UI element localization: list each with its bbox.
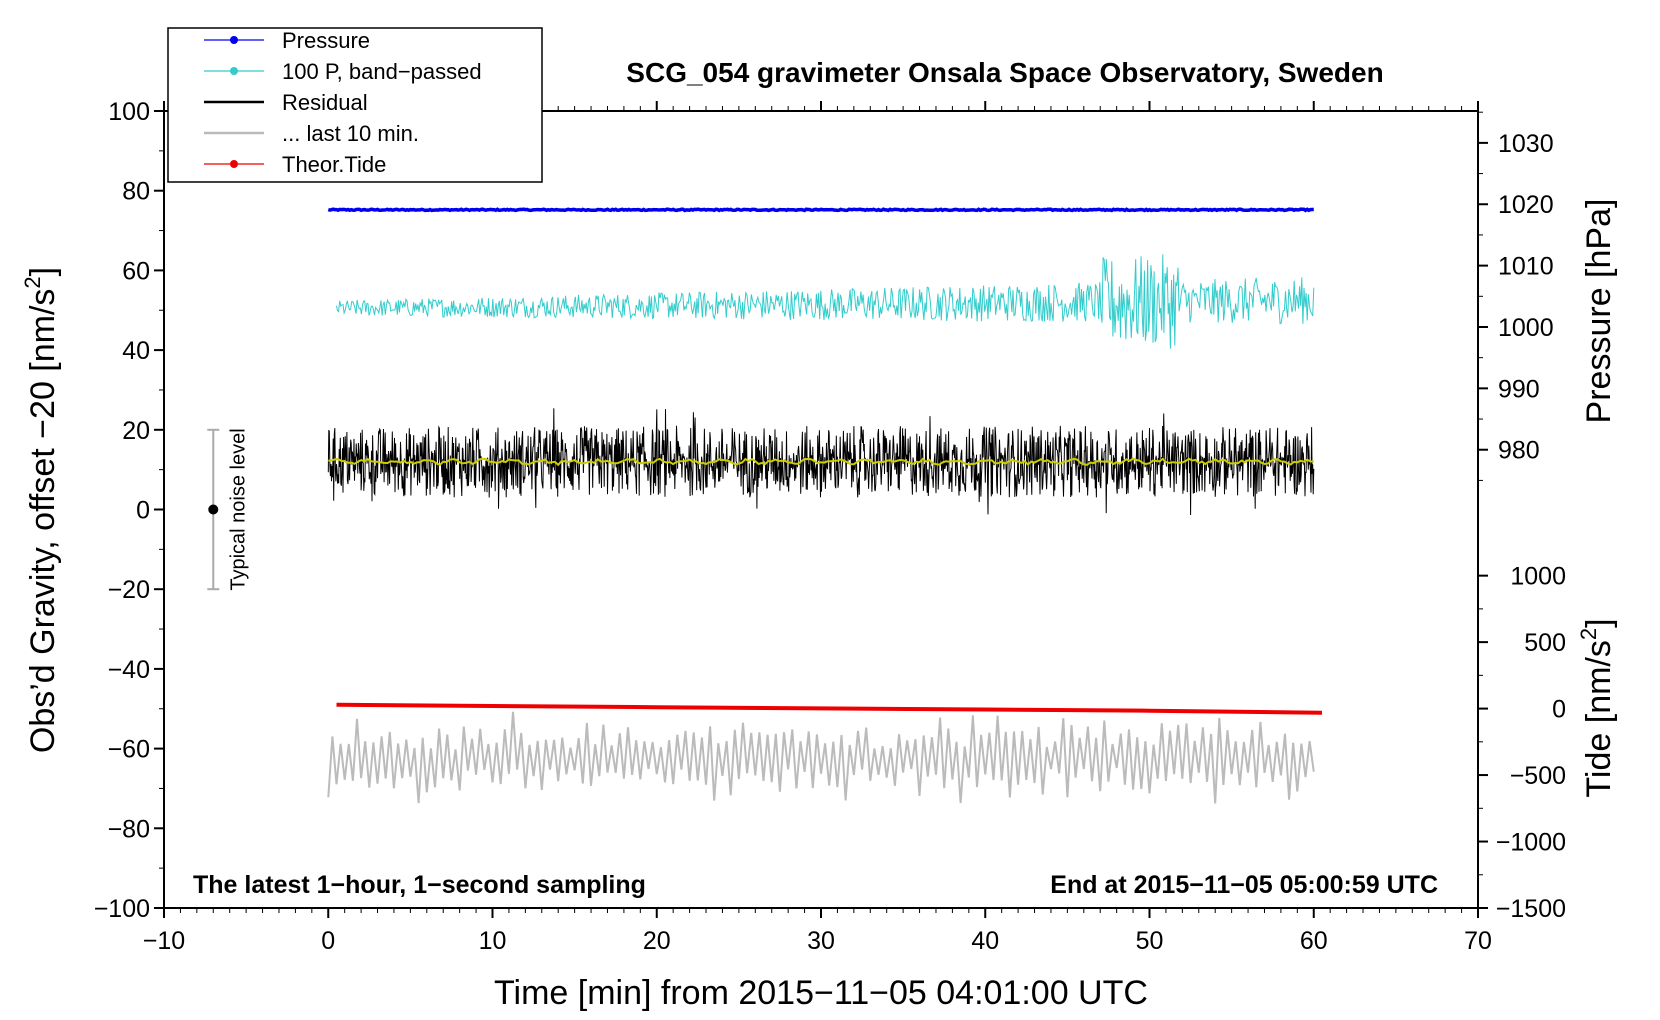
chart-title: SCG_054 gravimeter Onsala Space Observat… [626,57,1383,88]
series-last-10-min-line [327,711,1315,804]
tide-tick-label: −1000 [1496,829,1566,857]
x-axis-label: Time [min] from 2015−11−05 04:01:00 UTC [494,974,1148,1012]
pressure-axis-label: Pressure [hPa] [1580,199,1618,424]
x-axis-ticks: −10 0 10 20 30 40 50 60 70 [143,101,1492,955]
x-tick-label: −10 [143,927,185,955]
series-layer [327,207,1323,804]
legend-items: Pressure 100 P, band−passed Residual ... la… [204,28,482,177]
legend-marker-0 [230,36,238,44]
annotation-left: The latest 1−hour, 1−second sampling [193,871,646,899]
legend-label-3: ... last 10 min. [282,121,419,146]
y-tick-label: −80 [108,815,150,843]
legend-label-0: Pressure [282,28,370,53]
pressure-tick-label: 1010 [1498,253,1554,281]
y-axis-label: Obs’d Gravity, offset −20 [nm/s2] [20,267,62,753]
y-tick-label: 80 [122,178,150,206]
noise-bar-dot [208,504,219,515]
x-tick-label: 10 [479,927,507,955]
pressure-tick-label: 1020 [1498,191,1554,219]
y-axis-ticks: −100 −80 −60 −40 −20 0 20 40 60 80 100 [94,98,164,923]
y-tick-label: −60 [108,736,150,764]
y-tick-label: 40 [122,337,150,365]
x-tick-label: 50 [1136,927,1164,955]
tide-axis-label: Tide [nm/s2] [1576,618,1618,797]
y-axis-label-main: Obs’d Gravity, offset −20 [nm/s [24,289,62,754]
y-axis-label-end: ] [24,267,62,276]
tide-tick-label: −500 [1510,762,1566,790]
y-tick-label: 60 [122,257,150,285]
pressure-tick-label: 1000 [1498,314,1554,342]
legend-label-1: 100 P, band−passed [282,59,482,84]
x-tick-label: 70 [1464,927,1492,955]
pressure-axis-ticks: 980 990 1000 1010 1020 1030 [1478,111,1554,481]
tide-axis-label-sup: 2 [1576,628,1601,640]
pressure-tick-label: 990 [1498,375,1540,403]
x-tick-label: 60 [1300,927,1328,955]
tide-tick-label: −1500 [1496,895,1566,923]
tide-axis-ticks: −1500 −1000 −500 0 500 1000 [1478,563,1566,923]
legend-label-4: Theor.Tide [282,152,386,177]
x-tick-label: 40 [971,927,999,955]
legend: Pressure 100 P, band−passed Residual ... la… [167,27,543,183]
tide-tick-label: 1000 [1510,563,1566,591]
pressure-tick-label: 980 [1498,437,1540,465]
series-residual-line [327,408,1315,516]
y-tick-label: −20 [108,576,150,604]
tide-tick-label: 0 [1552,696,1566,724]
y-axis-label-sup: 2 [20,276,45,288]
x-tick-label: 30 [807,927,835,955]
legend-marker-4 [230,160,238,168]
y-tick-label: 100 [108,98,150,126]
legend-marker-1 [230,67,238,75]
annotation-right: End at 2015−11−05 05:00:59 UTC [1050,871,1438,899]
y-tick-label: −100 [94,895,150,923]
legend-box [167,27,543,183]
plot-frame [163,110,1479,909]
legend-label-2: Residual [282,90,368,115]
y-tick-label: 20 [122,417,150,445]
tide-axis-label-end: ] [1580,618,1618,627]
series-theor-tide-line [336,702,1323,715]
x-tick-label: 20 [643,927,671,955]
running-mean-line [328,457,1314,467]
noise-bar: Typical noise level [207,428,249,591]
x-tick-label: 0 [321,927,335,955]
y-tick-label: −40 [108,656,150,684]
tide-axis-label-main: Tide [nm/s [1580,640,1618,797]
y-tick-label: 0 [136,497,150,525]
pressure-tick-label: 1030 [1498,130,1554,158]
tide-tick-label: 500 [1524,629,1566,657]
noise-bar-label: Typical noise level [227,428,249,590]
series-band-passed-line [336,254,1315,349]
series-pressure-line [327,207,1314,213]
